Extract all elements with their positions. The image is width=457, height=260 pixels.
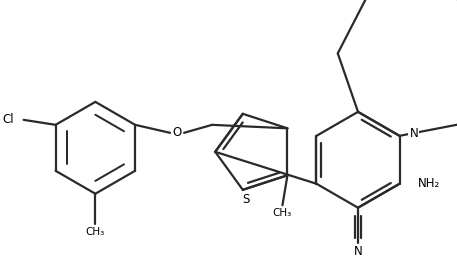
Text: Cl: Cl bbox=[2, 113, 14, 126]
Text: CH₃: CH₃ bbox=[273, 208, 292, 218]
Text: CH₃: CH₃ bbox=[86, 227, 105, 237]
Text: N: N bbox=[354, 245, 362, 258]
Text: N: N bbox=[409, 127, 418, 140]
Text: S: S bbox=[242, 193, 250, 206]
Text: O: O bbox=[172, 126, 182, 139]
Text: NH₂: NH₂ bbox=[418, 177, 440, 190]
